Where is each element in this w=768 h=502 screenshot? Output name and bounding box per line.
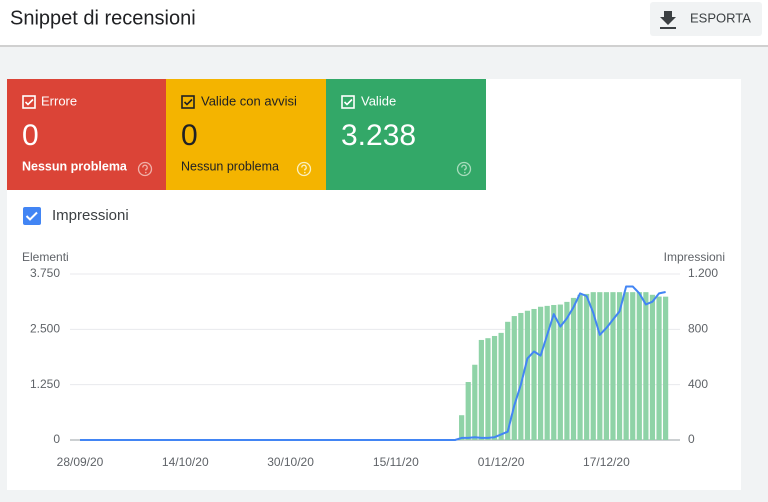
bar	[544, 305, 550, 440]
bar	[570, 297, 577, 440]
bar	[518, 312, 524, 440]
y-tick-label: 2.500	[30, 322, 60, 336]
impressions-toggle[interactable]: Impressioni	[23, 207, 129, 225]
bar	[505, 321, 511, 440]
card-value: 0	[22, 119, 39, 152]
card-label: Errore	[41, 93, 77, 108]
header	[0, 0, 768, 45]
y-tick-label: 3.750	[30, 266, 60, 280]
card-note: Nessun problema	[181, 159, 279, 173]
bar	[498, 332, 504, 440]
bar	[511, 316, 517, 440]
bar	[597, 292, 603, 440]
bar	[643, 292, 649, 440]
bar	[531, 308, 537, 440]
bar	[584, 293, 590, 440]
bar	[610, 292, 616, 440]
card-value: 3.238	[341, 119, 416, 152]
export-button-bg[interactable]	[650, 2, 762, 36]
card-label: Valide	[361, 93, 396, 108]
bar	[603, 292, 609, 440]
y2-axis-label: Impressioni	[664, 250, 725, 264]
page-title: Snippet di recensioni	[10, 7, 196, 29]
checkbox[interactable]	[181, 95, 195, 109]
bar	[636, 292, 642, 440]
check	[343, 98, 353, 106]
x-tick-label: 28/09/20	[57, 455, 104, 469]
bar	[623, 292, 629, 440]
x-tick-label: 01/12/20	[478, 455, 525, 469]
x-tick-label: 15/11/20	[373, 455, 419, 469]
export-label[interactable]: ESPORTA	[690, 10, 751, 25]
bar	[538, 306, 544, 440]
checkbox[interactable]	[341, 95, 355, 109]
bar	[649, 294, 656, 440]
bar	[590, 292, 596, 440]
y2-tick-label: 0	[688, 432, 695, 446]
x-tick-label: 30/10/20	[267, 455, 314, 469]
y2-tick-label: 400	[688, 377, 708, 391]
bar	[465, 382, 471, 440]
line	[80, 285, 666, 441]
y2-tick-label: 1.200	[688, 266, 718, 280]
help-icon[interactable]	[296, 161, 312, 177]
bar	[656, 296, 662, 440]
bar	[616, 292, 623, 440]
bar	[459, 415, 465, 440]
bar	[491, 335, 498, 440]
download-icon[interactable]	[660, 11, 676, 29]
card-error[interactable]: Errore 0 Nessun problema	[7, 79, 166, 190]
check	[24, 98, 34, 106]
x-tick-label: 17/12/20	[583, 455, 630, 469]
card-bg[interactable]	[166, 79, 326, 190]
card-label: Valide con avvisi	[201, 93, 297, 108]
export-button[interactable]: ESPORTA	[650, 2, 762, 36]
bar	[551, 304, 557, 440]
bar	[478, 339, 484, 440]
help-icon[interactable]	[456, 161, 472, 177]
card-bg[interactable]	[326, 79, 486, 190]
bar	[557, 304, 563, 440]
bar	[663, 296, 669, 440]
bar	[577, 294, 583, 440]
header-shadow	[0, 45, 768, 47]
bar	[485, 338, 491, 440]
help-icon[interactable]	[137, 161, 153, 177]
check	[183, 98, 193, 106]
check	[25, 211, 38, 221]
card-value: 0	[181, 119, 198, 152]
bar	[524, 310, 531, 440]
bar	[472, 364, 478, 440]
card-valid[interactable]: Valide 3.238	[326, 79, 486, 190]
y2-tick-label: 800	[688, 322, 708, 336]
bar	[630, 292, 636, 440]
y-tick-label: 0	[53, 432, 60, 446]
checkbox[interactable]	[22, 95, 36, 109]
y-axis-label: Elementi	[22, 250, 69, 264]
y-tick-label: 1.250	[30, 377, 60, 391]
bar	[564, 301, 570, 440]
plot: 0 1.250 2.500 3.750 0 400 800 1.200 28/09/20 14/1…	[30, 266, 718, 469]
card-warning[interactable]: Valide con avvisi 0 Nessun problema	[166, 79, 326, 190]
toggle-label[interactable]: Impressioni	[52, 207, 129, 224]
checkbox[interactable]	[23, 207, 41, 225]
x-tick-label: 14/10/20	[162, 455, 209, 469]
card-note: Nessun problema	[22, 159, 128, 173]
